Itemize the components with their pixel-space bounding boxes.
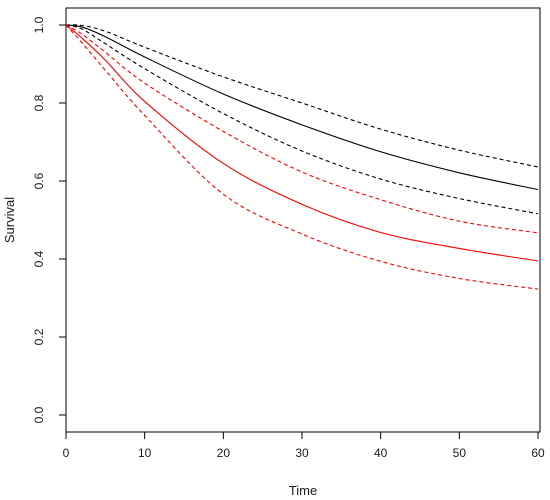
series-line-6 (65, 24, 539, 290)
x-tick-label: 50 (453, 446, 467, 460)
y-tick-label: 0.0 (32, 406, 46, 423)
y-tick-label: 0.4 (32, 250, 46, 267)
y-tick-label: 1.0 (32, 16, 46, 33)
series-lines (65, 24, 539, 290)
series-line-5 (65, 24, 539, 234)
x-tick-label: 10 (138, 446, 152, 460)
plot-frame (65, 7, 541, 433)
series-line-4 (65, 24, 539, 262)
x-tick-label: 30 (295, 446, 309, 460)
x-axis-title: Time (289, 483, 317, 498)
x-tick-label: 0 (63, 446, 70, 460)
y-tick-label: 0.2 (32, 328, 46, 345)
y-tick-label: 0.6 (32, 172, 46, 189)
series-line-1 (65, 24, 539, 191)
series-line-2 (65, 24, 539, 168)
x-axis: 0 10 20 30 40 50 60 (63, 432, 545, 460)
x-tick-label: 40 (374, 446, 388, 460)
x-tick-label: 60 (531, 446, 545, 460)
y-axis: 0.0 0.2 0.4 0.6 0.8 1.0 (32, 16, 66, 423)
x-tick-label: 20 (217, 446, 231, 460)
y-axis-title: Survival (2, 197, 17, 243)
y-tick-label: 0.8 (32, 94, 46, 111)
